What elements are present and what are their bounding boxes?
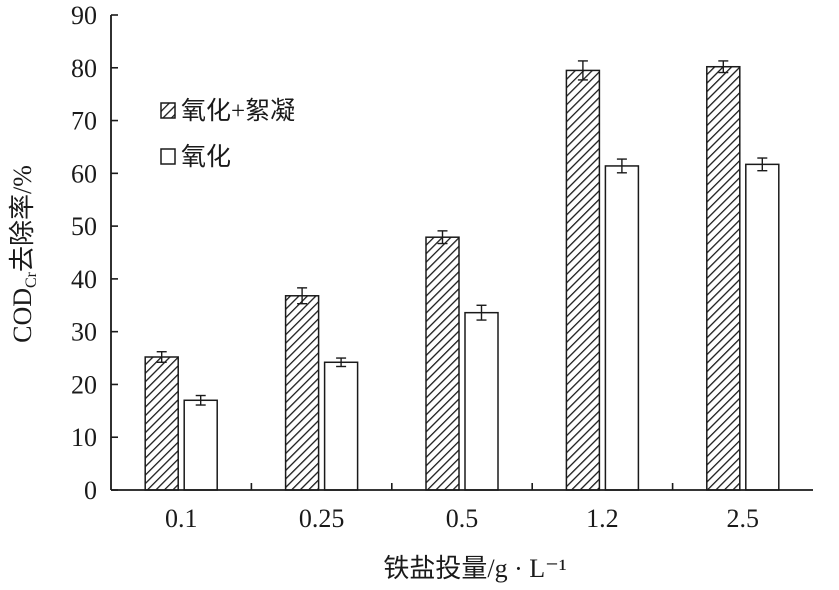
bar-oxidation bbox=[745, 163, 780, 491]
bar-oxidation-flocculation bbox=[284, 295, 320, 491]
bars-layer bbox=[144, 65, 780, 491]
bar-oxidation-flocculation bbox=[706, 65, 741, 491]
legend: 氧化+絮凝 氧化 bbox=[160, 97, 295, 171]
y-tick-label: 20 bbox=[71, 370, 97, 399]
x-tick-label: 0.25 bbox=[299, 504, 345, 533]
legend-label-oxidation-flocculation: 氧化+絮凝 bbox=[181, 97, 295, 125]
x-tick-label: 1.2 bbox=[586, 504, 619, 533]
legend-label-oxidation: 氧化 bbox=[181, 143, 231, 171]
bar-oxidation-flocculation bbox=[144, 356, 179, 491]
y-axis-label-subscript: Cr bbox=[23, 271, 40, 288]
bar-oxidation bbox=[604, 165, 640, 491]
axes-layer bbox=[110, 14, 813, 491]
y-tick-label: 50 bbox=[71, 212, 97, 241]
y-tick-label: 40 bbox=[71, 265, 97, 294]
bar-oxidation-flocculation bbox=[425, 236, 460, 491]
y-axis-label: CODCr去除率/% bbox=[8, 165, 40, 343]
x-tick-label: 0.1 bbox=[165, 504, 198, 533]
bar-oxidation bbox=[464, 311, 499, 491]
y-tick-label: 80 bbox=[71, 54, 97, 83]
error-bars-layer bbox=[156, 60, 768, 406]
y-tick-label: 30 bbox=[71, 318, 97, 347]
bar-oxidation bbox=[323, 361, 359, 491]
y-axis-label-main: COD bbox=[8, 288, 37, 343]
y-tick-label: 10 bbox=[71, 423, 97, 452]
y-tick-label: 0 bbox=[84, 476, 97, 505]
y-tick-label: 90 bbox=[71, 1, 97, 30]
legend-swatch-oxidation bbox=[160, 148, 176, 165]
y-axis-label-rest: 去除率/% bbox=[8, 165, 37, 272]
tick-labels-layer: 0 10 20 30 40 50 60 70 80 90 0.1 0.25 0.5 1.2 2.5 bbox=[71, 1, 759, 533]
legend-swatch-oxidation-flocculation bbox=[160, 102, 176, 119]
x-tick-label: 2.5 bbox=[727, 504, 760, 533]
x-axis-label: 铁盐投量/g · L⁻¹ bbox=[383, 554, 566, 583]
bar-oxidation bbox=[183, 399, 218, 491]
bar-oxidation-flocculation bbox=[565, 69, 601, 491]
x-tick-label: 0.5 bbox=[446, 504, 479, 533]
y-tick-label: 60 bbox=[71, 159, 97, 188]
y-tick-label: 70 bbox=[71, 107, 97, 136]
